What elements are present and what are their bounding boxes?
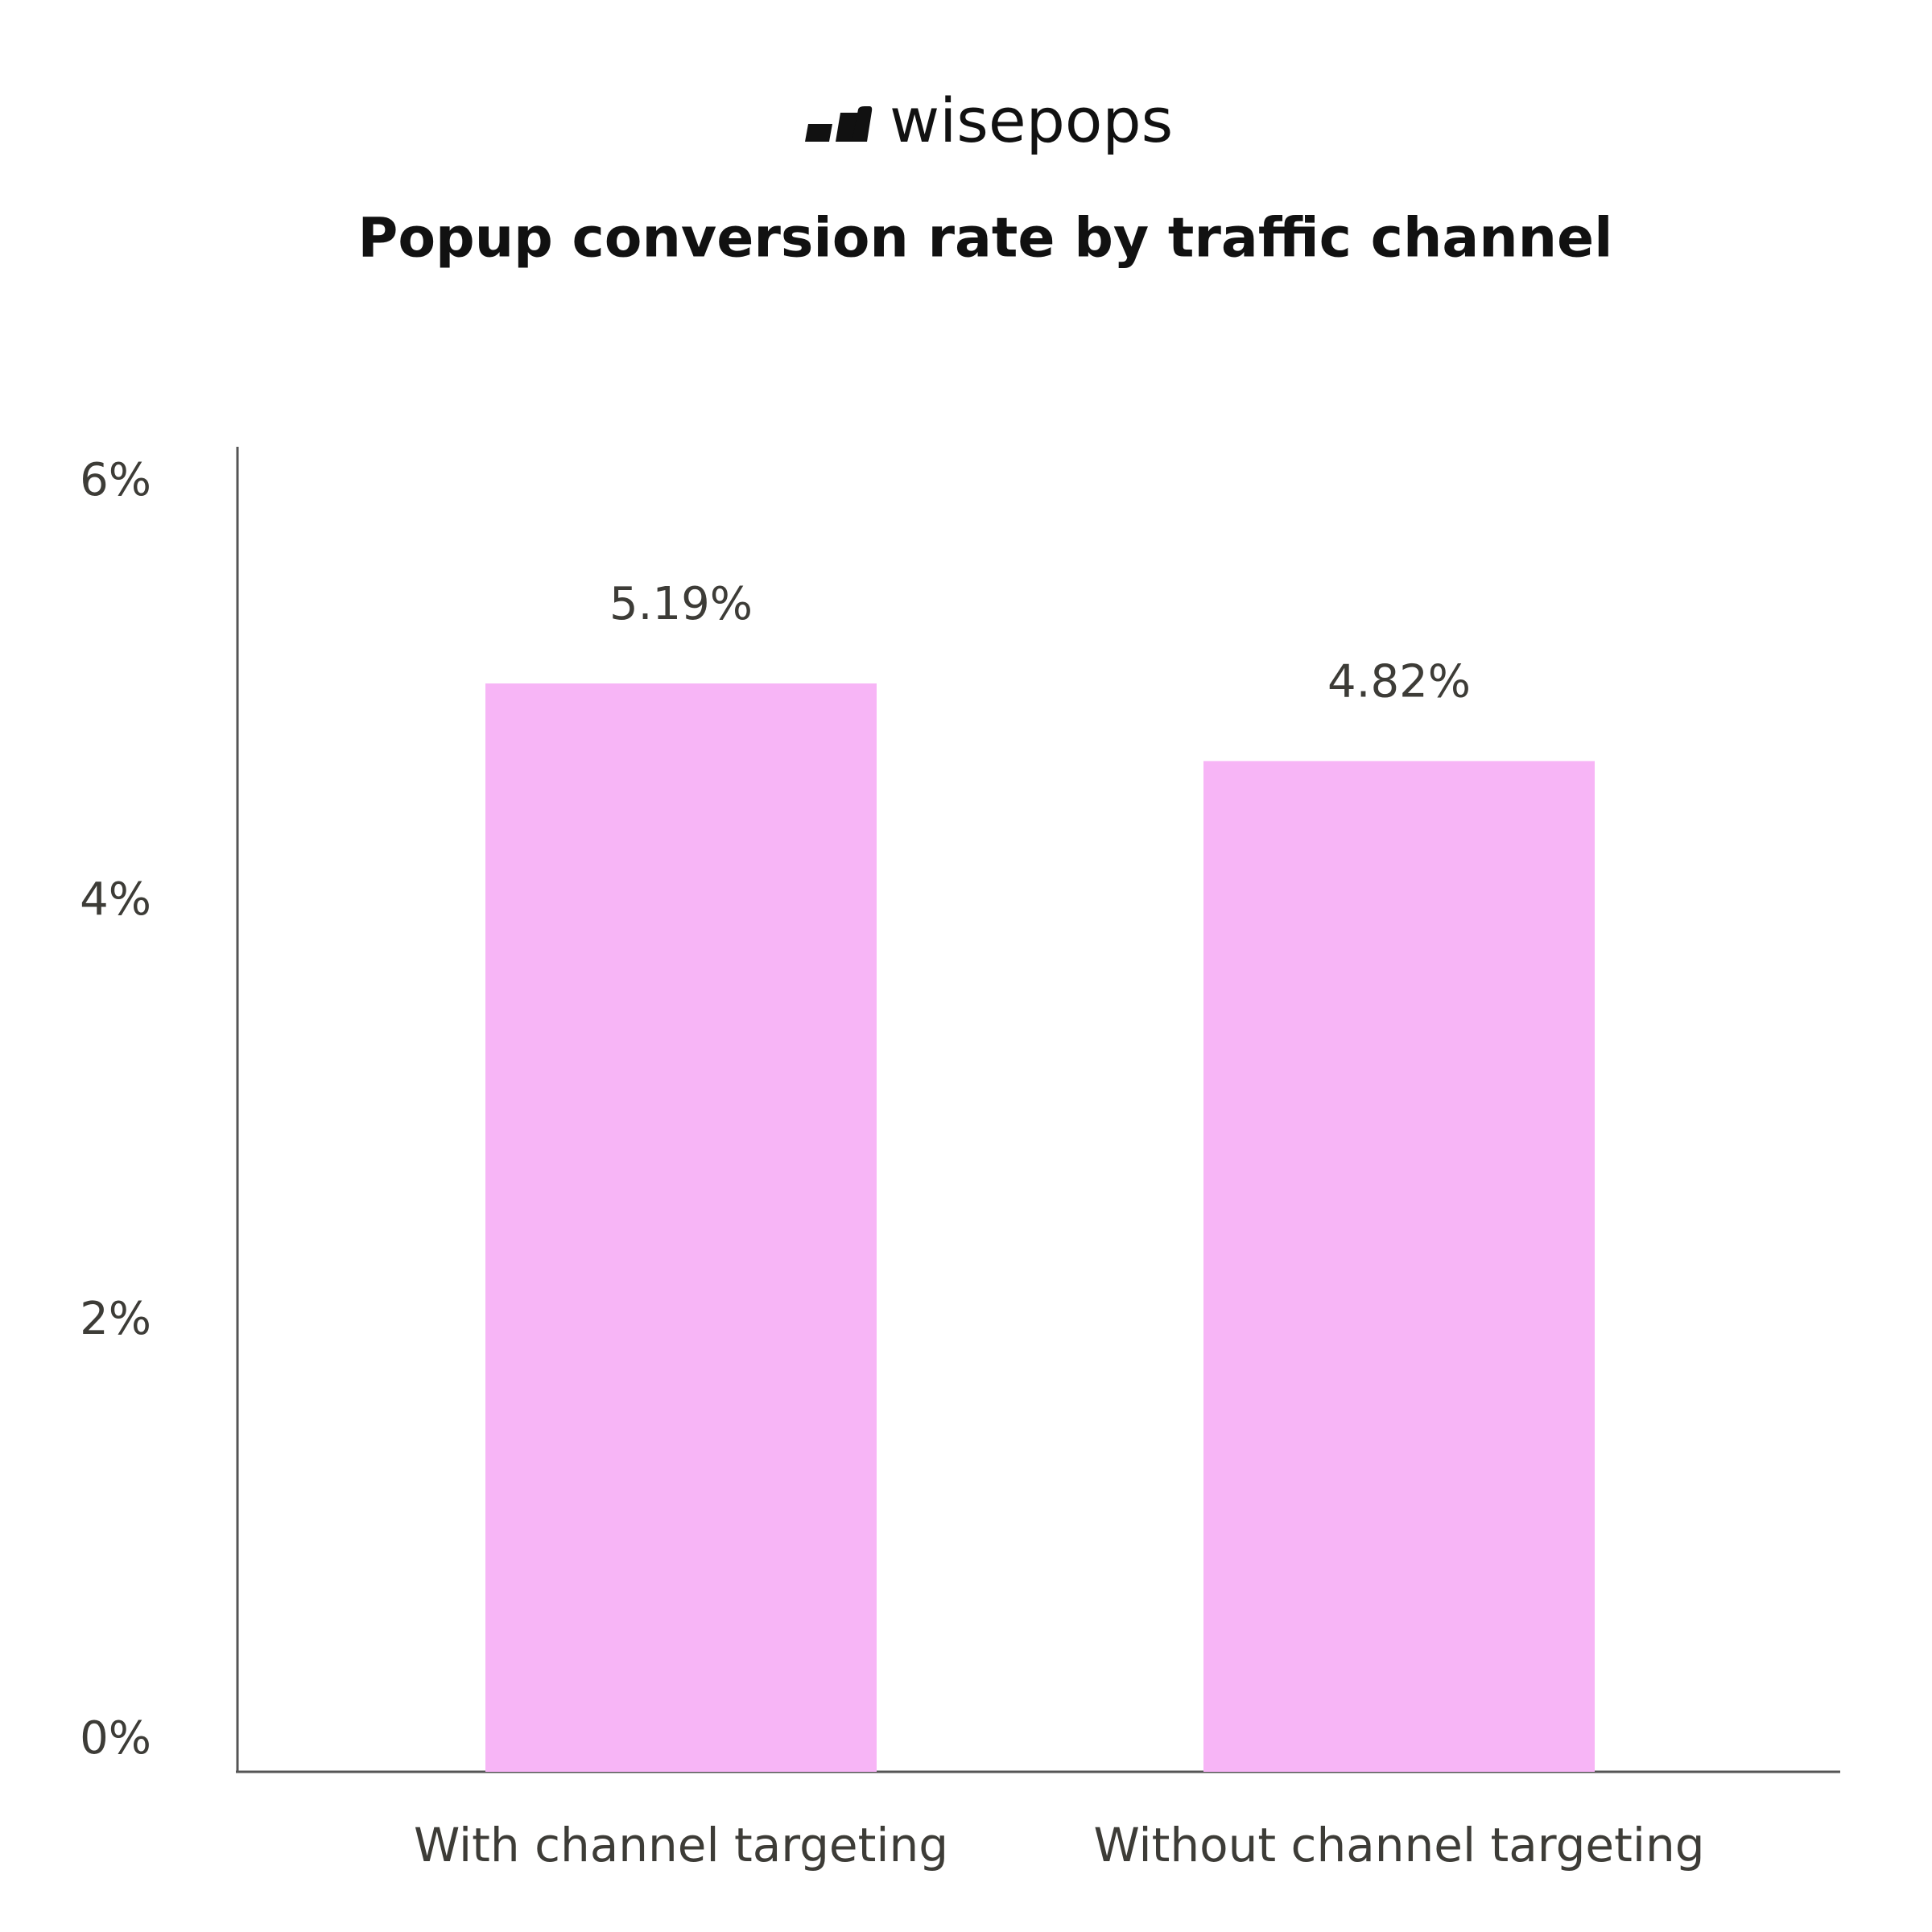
bar [1203, 761, 1595, 1772]
y-tick-label: 6% [80, 454, 151, 506]
value-label: 4.82% [1327, 656, 1471, 708]
y-tick-label: 4% [80, 873, 151, 926]
value-label: 5.19% [609, 578, 753, 630]
y-tick-label: 0% [80, 1712, 151, 1765]
bar [485, 683, 877, 1772]
x-tick-label: Without channel targeting [1093, 1818, 1704, 1872]
y-tick-label: 2% [80, 1293, 151, 1345]
logo-text: wisepops [890, 85, 1173, 156]
logo-icon [805, 106, 873, 142]
chart-title: Popup conversion rate by traffic channel [358, 207, 1613, 270]
x-tick-label: With channel targeting [414, 1818, 948, 1872]
